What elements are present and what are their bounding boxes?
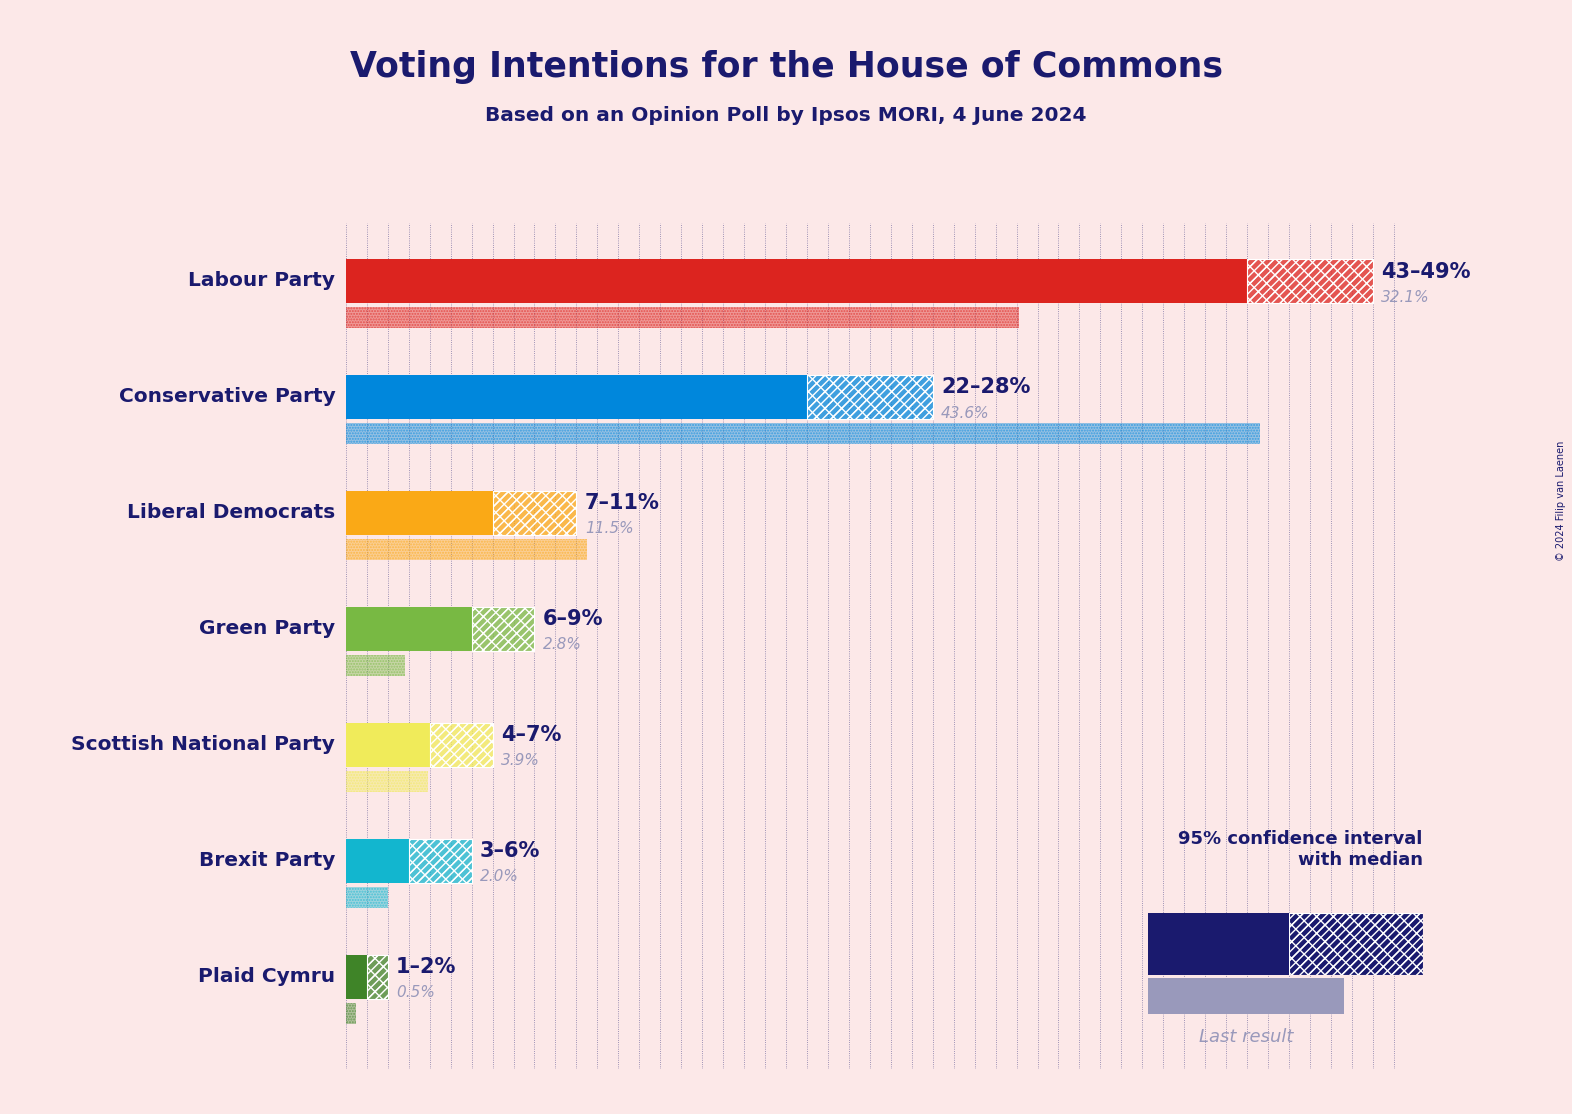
Text: © 2024 Filip van Laenen: © 2024 Filip van Laenen [1556,441,1566,561]
Bar [429,723,492,766]
Text: Green Party: Green Party [200,619,335,638]
Text: Conservative Party: Conservative Party [118,388,335,407]
Bar [346,655,404,676]
Bar [366,955,388,998]
Text: 1–2%: 1–2% [396,957,456,977]
Bar [1247,258,1372,303]
Bar [346,539,586,560]
Bar [346,888,388,908]
Bar [346,607,472,651]
Text: 7–11%: 7–11% [585,494,660,514]
Text: Labour Party: Labour Party [189,272,335,291]
Bar [346,888,388,908]
Text: Plaid Cymru: Plaid Cymru [198,967,335,986]
Bar [346,1004,357,1024]
Text: 2.8%: 2.8% [542,637,582,653]
Text: 32.1%: 32.1% [1382,290,1431,304]
Text: Voting Intentions for the House of Commons: Voting Intentions for the House of Commo… [349,50,1223,85]
Bar [472,607,534,651]
Bar [346,423,1259,444]
Bar [346,258,1247,303]
Bar [346,723,429,766]
Bar [346,655,404,676]
Bar [346,771,428,792]
Bar [429,723,492,766]
Text: 0.5%: 0.5% [396,986,435,1000]
Bar [346,1004,357,1024]
Text: 95% confidence interval
with median: 95% confidence interval with median [1179,830,1423,869]
Bar [346,771,428,792]
Text: Brexit Party: Brexit Party [200,851,335,870]
Bar [346,490,492,535]
Bar [409,839,472,882]
Bar [806,374,932,419]
Text: 6–9%: 6–9% [542,609,604,629]
Text: 43.6%: 43.6% [942,405,990,420]
Bar [346,374,806,419]
Bar [429,723,492,766]
Bar [346,955,366,998]
Text: Liberal Democrats: Liberal Democrats [127,504,335,522]
Bar [1247,258,1372,303]
Bar [366,955,388,998]
Text: 11.5%: 11.5% [585,521,634,537]
Bar [366,955,388,998]
Text: Last result: Last result [1199,1028,1294,1046]
Text: Scottish National Party: Scottish National Party [71,735,335,754]
Bar [346,307,1019,329]
Bar [346,423,1259,444]
Bar [472,607,534,651]
Text: 43–49%: 43–49% [1382,262,1471,282]
Bar [492,490,577,535]
Bar [409,839,472,882]
Text: 4–7%: 4–7% [501,725,561,745]
Bar [346,839,409,882]
Text: 3.9%: 3.9% [501,753,539,769]
Text: Based on an Opinion Poll by Ipsos MORI, 4 June 2024: Based on an Opinion Poll by Ipsos MORI, … [486,106,1086,125]
Bar [806,374,932,419]
Bar [492,490,577,535]
Bar [346,539,586,560]
Text: 3–6%: 3–6% [479,841,541,861]
Bar [492,490,577,535]
Text: 22–28%: 22–28% [942,378,1031,398]
Bar [409,839,472,882]
Bar [806,374,932,419]
Bar [346,307,1019,329]
Bar [1247,258,1372,303]
Bar [472,607,534,651]
Text: 2.0%: 2.0% [479,869,519,885]
